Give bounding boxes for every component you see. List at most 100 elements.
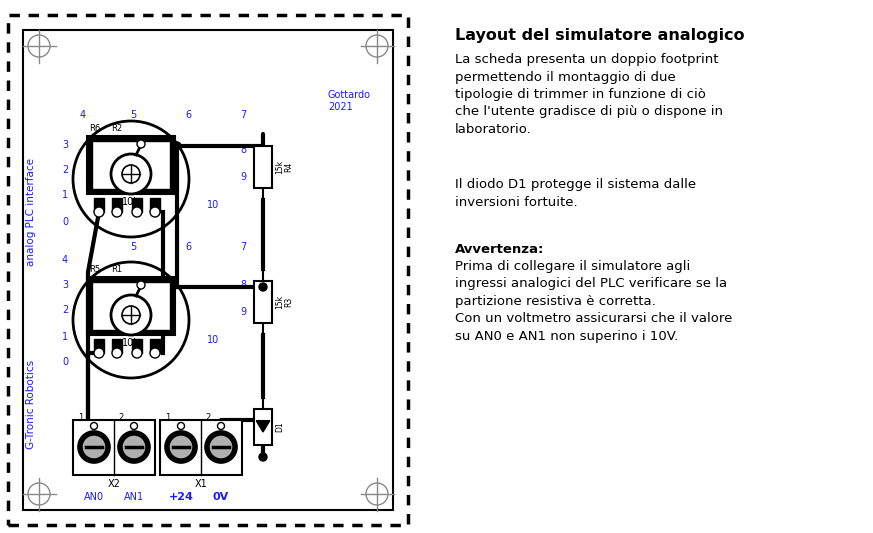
Text: 7: 7 bbox=[240, 242, 246, 252]
Text: La scheda presenta un doppio footprint
permettendo il montaggio di due
tipologie: La scheda presenta un doppio footprint p… bbox=[455, 53, 723, 136]
Bar bbox=[112, 339, 122, 353]
Circle shape bbox=[259, 283, 267, 291]
Text: Il diodo D1 protegge il sistema dalle
inversioni fortuite.: Il diodo D1 protegge il sistema dalle in… bbox=[455, 178, 696, 208]
Bar bbox=[254, 409, 272, 445]
Circle shape bbox=[118, 431, 150, 463]
Circle shape bbox=[122, 435, 146, 459]
Text: G-Tronic Robotics: G-Tronic Robotics bbox=[26, 360, 36, 449]
Text: Gottardo
2021: Gottardo 2021 bbox=[328, 90, 371, 112]
Bar bbox=[132, 198, 142, 212]
Text: AN0: AN0 bbox=[84, 492, 104, 502]
Text: R1: R1 bbox=[112, 265, 122, 274]
Text: 0: 0 bbox=[62, 217, 68, 227]
Circle shape bbox=[94, 348, 104, 358]
Text: +24: +24 bbox=[168, 492, 194, 502]
Text: 0V: 0V bbox=[213, 492, 229, 502]
Circle shape bbox=[137, 281, 145, 289]
Bar bbox=[132, 339, 142, 353]
Text: 8: 8 bbox=[240, 280, 246, 290]
Bar bbox=[254, 146, 272, 188]
Circle shape bbox=[122, 165, 140, 183]
Bar bbox=[92, 141, 170, 189]
Circle shape bbox=[165, 431, 197, 463]
Bar bbox=[150, 339, 160, 353]
Bar bbox=[94, 339, 104, 353]
Circle shape bbox=[137, 140, 145, 148]
Text: 1: 1 bbox=[79, 413, 84, 422]
Circle shape bbox=[169, 435, 193, 459]
Circle shape bbox=[130, 423, 138, 430]
Text: 5: 5 bbox=[130, 242, 136, 252]
Bar bbox=[8, 15, 408, 525]
Text: 5: 5 bbox=[130, 110, 136, 120]
Circle shape bbox=[177, 423, 184, 430]
Text: 2: 2 bbox=[205, 413, 210, 422]
Text: 15k: 15k bbox=[275, 295, 284, 309]
Text: Prima di collegare il simulatore agli
ingressi analogici del PLC verificare se l: Prima di collegare il simulatore agli in… bbox=[455, 260, 732, 343]
Text: 10k: 10k bbox=[122, 197, 140, 207]
Circle shape bbox=[132, 348, 142, 358]
Text: X2: X2 bbox=[107, 479, 120, 489]
Text: D1: D1 bbox=[275, 422, 284, 432]
Text: 15k: 15k bbox=[275, 160, 284, 174]
Bar bbox=[87, 277, 175, 335]
Bar bbox=[92, 282, 170, 330]
Circle shape bbox=[112, 207, 122, 217]
Text: R5: R5 bbox=[89, 265, 100, 274]
Bar bbox=[73, 420, 155, 475]
Text: 3: 3 bbox=[62, 280, 68, 290]
Text: AN1: AN1 bbox=[124, 492, 144, 502]
Text: R3: R3 bbox=[284, 297, 293, 307]
Circle shape bbox=[82, 435, 106, 459]
Circle shape bbox=[94, 207, 104, 217]
Circle shape bbox=[205, 431, 237, 463]
Circle shape bbox=[78, 431, 110, 463]
Text: R2: R2 bbox=[112, 124, 122, 133]
Text: 0: 0 bbox=[62, 357, 68, 367]
Text: analog PLC interface: analog PLC interface bbox=[26, 158, 36, 266]
Text: 10k: 10k bbox=[122, 338, 140, 348]
Text: 2: 2 bbox=[119, 413, 124, 422]
Text: 9: 9 bbox=[240, 172, 246, 182]
Text: 1: 1 bbox=[165, 413, 170, 422]
Circle shape bbox=[173, 142, 181, 150]
Text: 1: 1 bbox=[62, 332, 68, 342]
Text: 6: 6 bbox=[185, 110, 191, 120]
Text: 3: 3 bbox=[62, 140, 68, 150]
Bar bbox=[150, 198, 160, 212]
Circle shape bbox=[132, 207, 142, 217]
Bar bbox=[94, 198, 104, 212]
Circle shape bbox=[122, 306, 140, 324]
Circle shape bbox=[150, 207, 160, 217]
Text: 2: 2 bbox=[62, 165, 68, 175]
Circle shape bbox=[259, 453, 267, 461]
Bar bbox=[160, 420, 242, 475]
Text: 1: 1 bbox=[62, 190, 68, 200]
Text: 2: 2 bbox=[62, 305, 68, 315]
Text: 8: 8 bbox=[240, 145, 246, 155]
Text: 4: 4 bbox=[80, 110, 86, 120]
Text: 9: 9 bbox=[240, 307, 246, 317]
Circle shape bbox=[112, 348, 122, 358]
Text: 10: 10 bbox=[207, 200, 219, 210]
Circle shape bbox=[111, 295, 151, 335]
Text: Layout del simulatore analogico: Layout del simulatore analogico bbox=[455, 28, 745, 43]
Text: X1: X1 bbox=[195, 479, 208, 489]
Bar bbox=[23, 30, 393, 510]
Text: 6: 6 bbox=[185, 242, 191, 252]
Bar bbox=[254, 281, 272, 323]
Text: Avvertenza:: Avvertenza: bbox=[455, 243, 545, 256]
Circle shape bbox=[91, 423, 98, 430]
Text: 7: 7 bbox=[240, 110, 246, 120]
Text: R6: R6 bbox=[89, 124, 100, 133]
Text: 10: 10 bbox=[207, 335, 219, 345]
Circle shape bbox=[150, 348, 160, 358]
Bar bbox=[87, 136, 175, 194]
Text: R4: R4 bbox=[284, 162, 293, 172]
Bar bbox=[112, 198, 122, 212]
Text: 4: 4 bbox=[62, 255, 68, 265]
Circle shape bbox=[209, 435, 233, 459]
Circle shape bbox=[111, 154, 151, 194]
Polygon shape bbox=[257, 422, 269, 432]
Circle shape bbox=[217, 423, 224, 430]
